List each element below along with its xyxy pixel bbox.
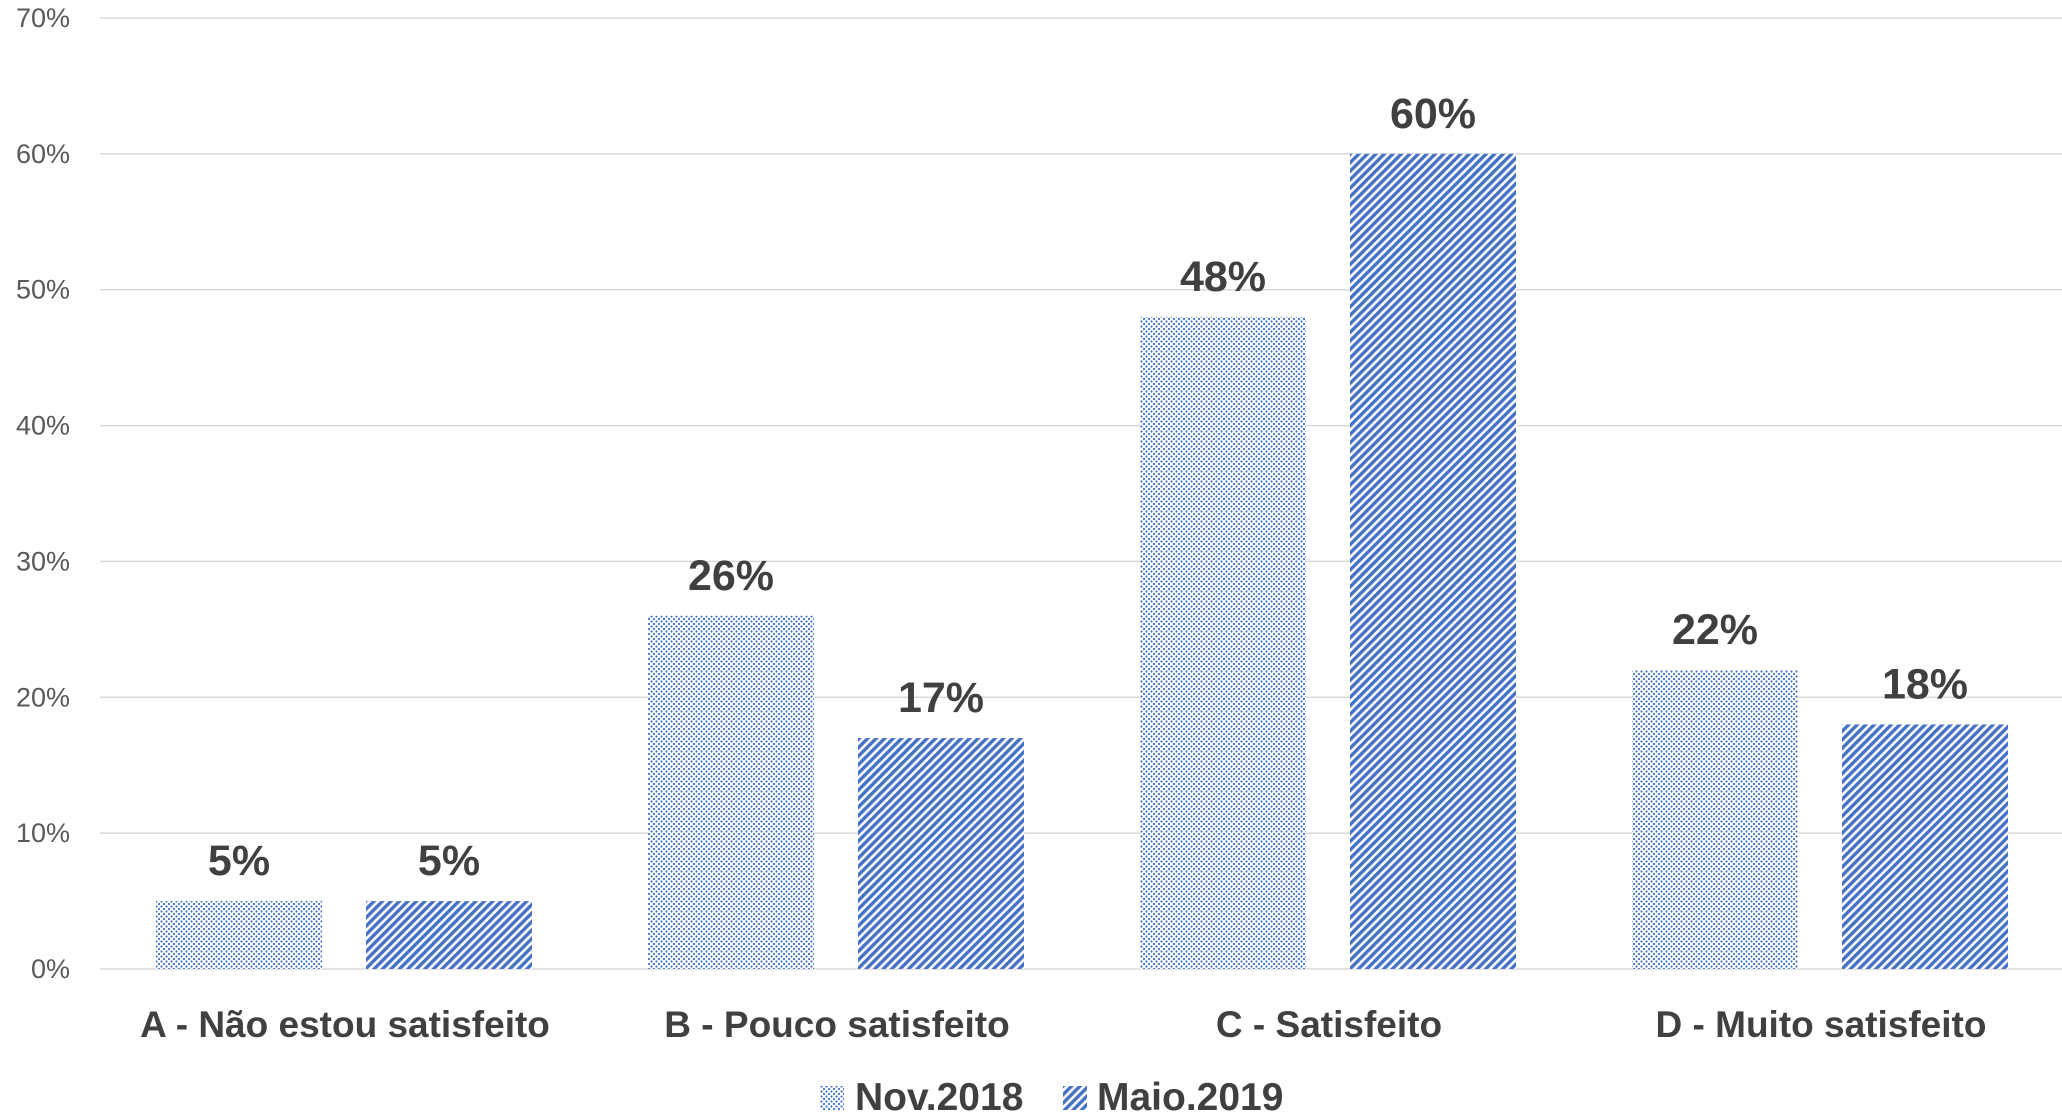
- y-tick-label-70: 70%: [16, 3, 70, 33]
- y-tick-label-60: 60%: [16, 139, 70, 169]
- y-tick-label-50: 50%: [16, 275, 70, 305]
- legend-label-maio-2019: Maio.2019: [1097, 1076, 1283, 1115]
- data-label-nov-2018-a: 5%: [208, 837, 270, 885]
- data-label-maio-2019-a: 5%: [418, 837, 480, 885]
- bar-nov-2018-c: [1140, 316, 1306, 969]
- category-label-b: B - Pouco satisfeito: [664, 1004, 1009, 1045]
- data-label-nov-2018-c: 48%: [1180, 253, 1266, 301]
- y-axis-tick-labels: 0% 10% 20% 30% 40% 50% 60% 70%: [16, 3, 70, 984]
- gridlines: [100, 17, 2062, 970]
- bar-maio-2019-c: [1350, 153, 1516, 969]
- bar-nov-2018-a: [156, 901, 322, 969]
- y-tick-label-10: 10%: [16, 818, 70, 848]
- legend-label-nov-2018: Nov.2018: [855, 1076, 1023, 1115]
- data-labels: 5% 26% 48% 22% 5% 17% 60% 18%: [208, 90, 1968, 885]
- category-labels: A - Não estou satisfeito B - Pouco satisf…: [140, 1004, 1986, 1045]
- category-label-d: D - Muito satisfeito: [1656, 1004, 1987, 1045]
- legend: Nov.2018 Maio.2019: [820, 1076, 1283, 1115]
- data-label-maio-2019-b: 17%: [898, 674, 984, 722]
- bar-nov-2018-d: [1632, 670, 1798, 969]
- bar-maio-2019-b: [858, 738, 1024, 969]
- y-tick-label-0: 0%: [31, 954, 70, 984]
- y-tick-label-30: 30%: [16, 546, 70, 576]
- data-label-maio-2019-c: 60%: [1390, 90, 1476, 138]
- category-label-a: A - Não estou satisfeito: [140, 1004, 550, 1045]
- data-label-nov-2018-d: 22%: [1672, 606, 1758, 654]
- bar-maio-2019-a: [366, 901, 532, 969]
- legend-swatch-nov-2018: [820, 1086, 844, 1110]
- y-tick-label-40: 40%: [16, 411, 70, 441]
- data-label-maio-2019-d: 18%: [1882, 660, 1968, 708]
- data-label-nov-2018-b: 26%: [688, 552, 774, 600]
- bar-nov-2018-b: [648, 615, 814, 969]
- bar-maio-2019-d: [1842, 724, 2008, 969]
- legend-swatch-maio-2019: [1063, 1086, 1087, 1110]
- category-label-c: C - Satisfeito: [1216, 1004, 1442, 1045]
- y-tick-label-20: 20%: [16, 682, 70, 712]
- bars: [156, 153, 2008, 969]
